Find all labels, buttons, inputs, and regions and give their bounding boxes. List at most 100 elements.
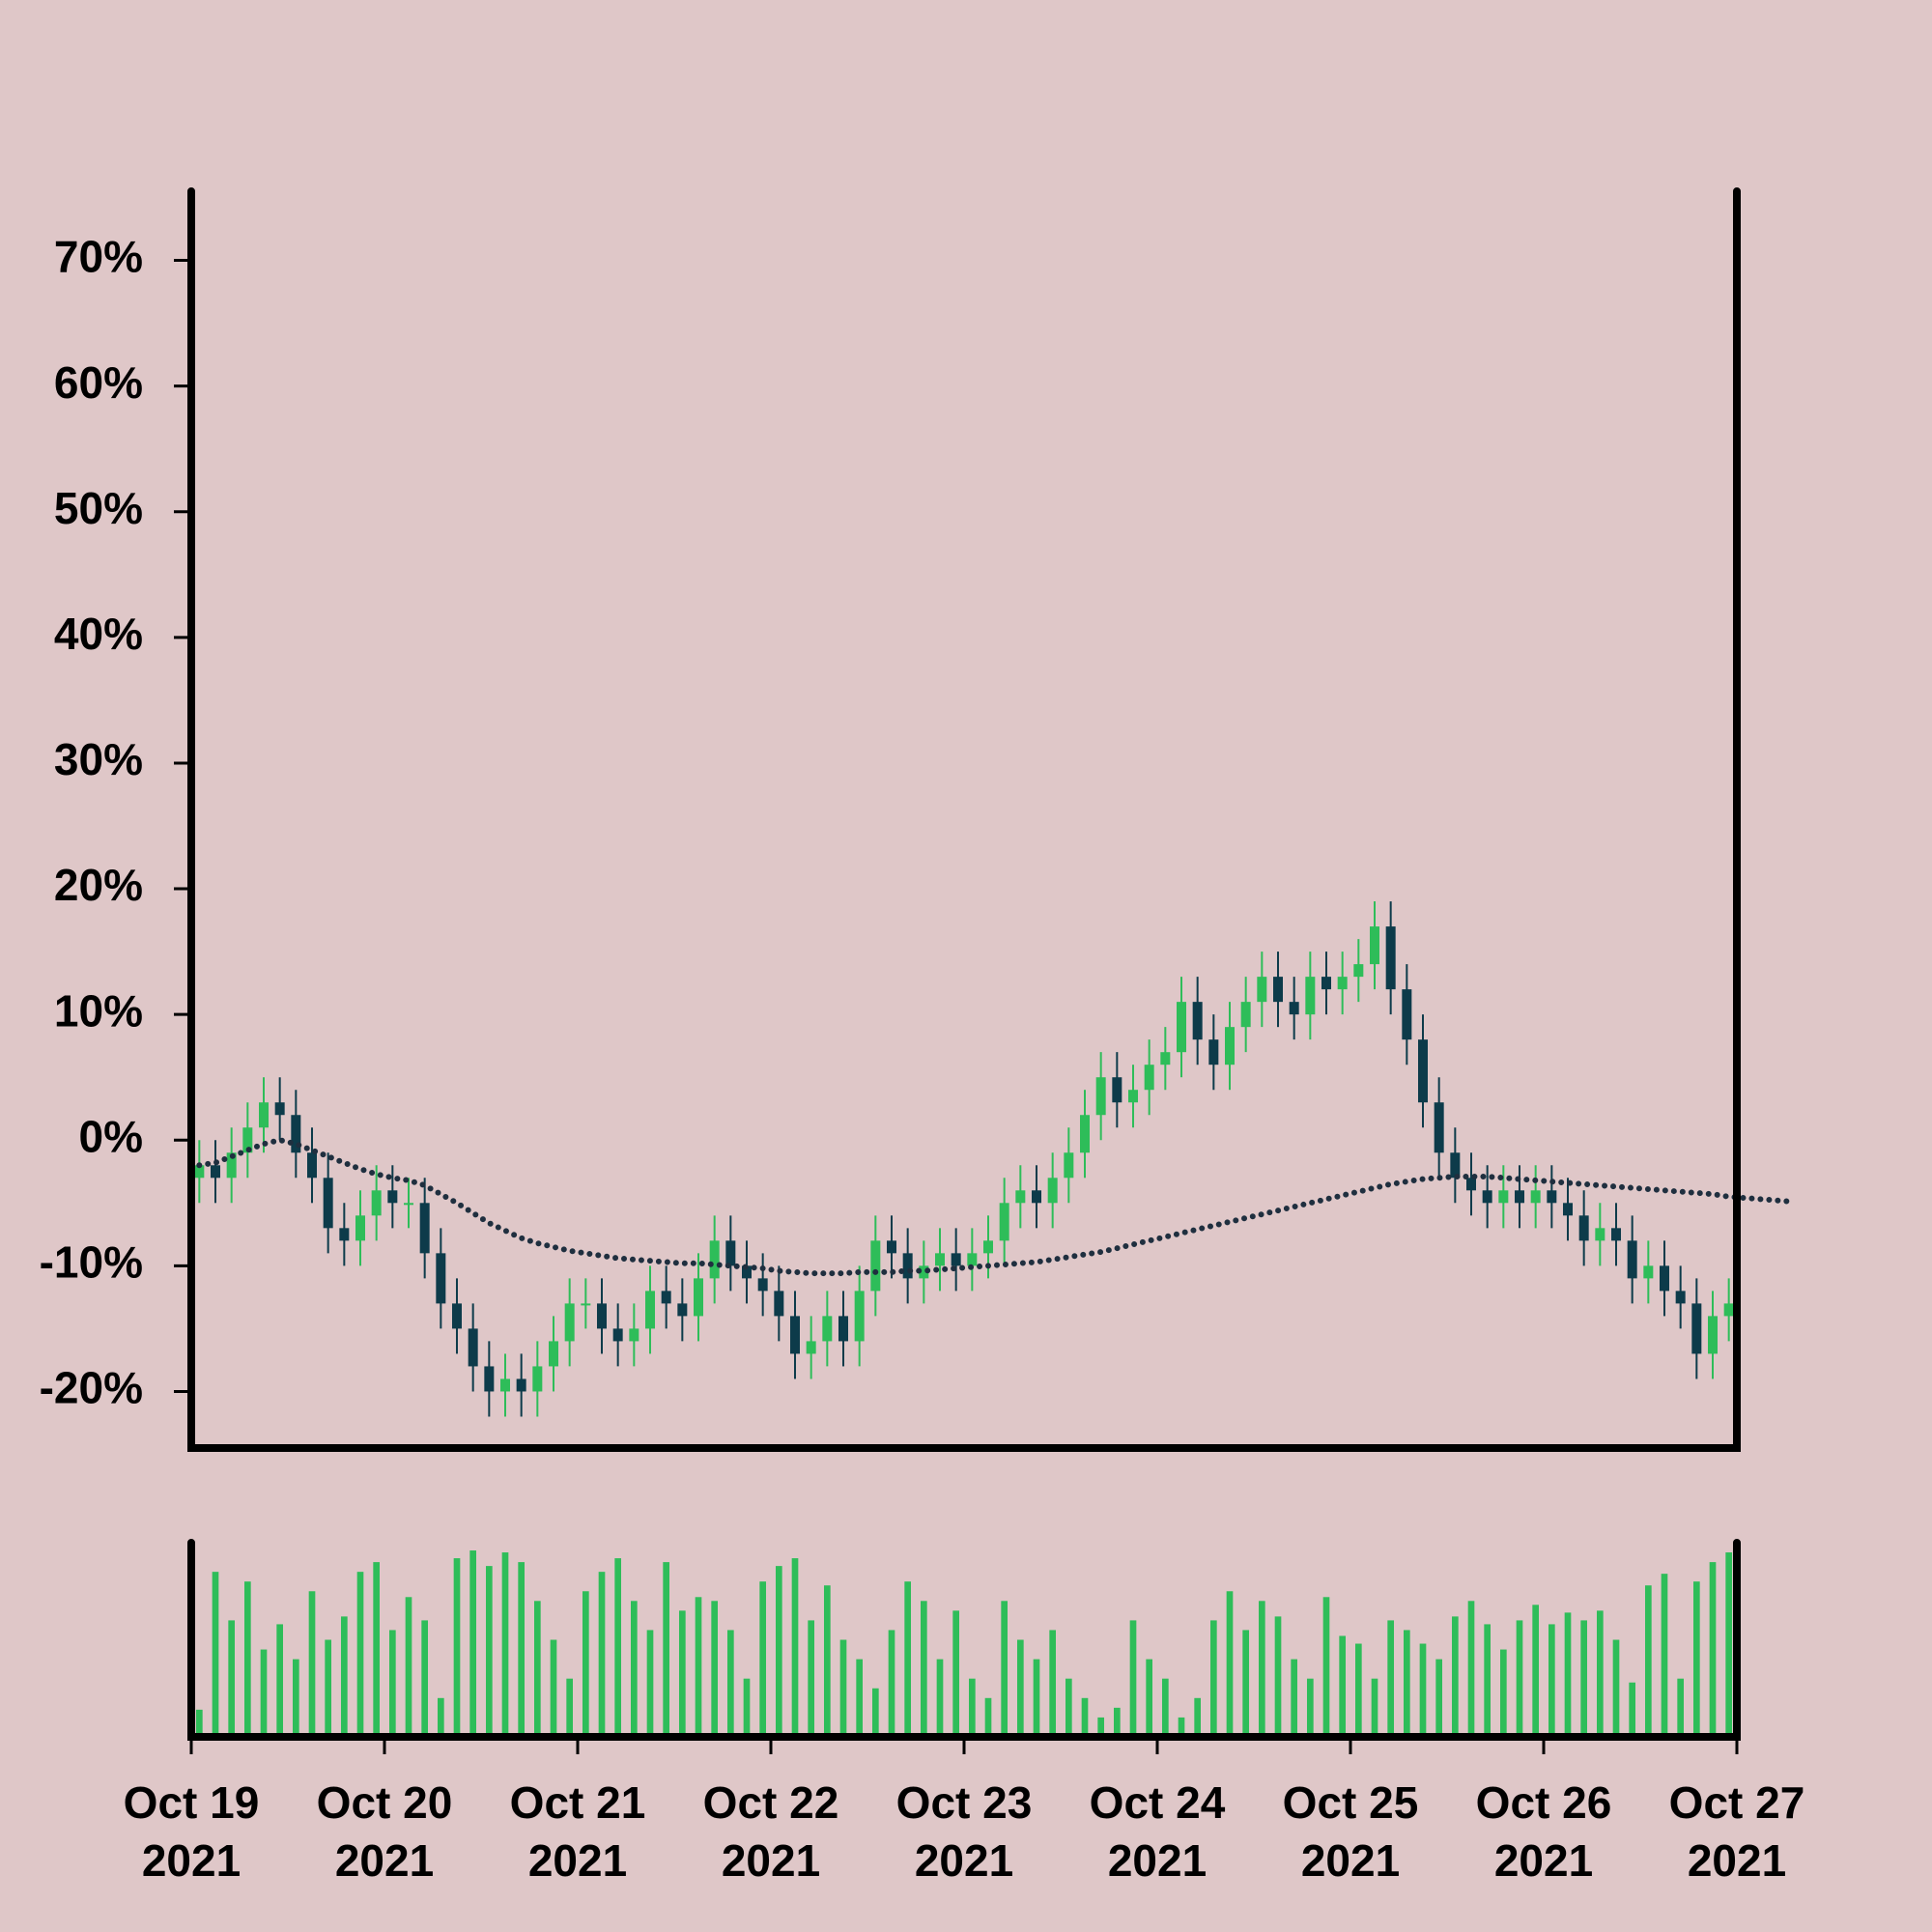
candle-body [1723, 1303, 1734, 1317]
volume-bar [1452, 1616, 1459, 1737]
volume-bar [921, 1601, 927, 1737]
volume-bar [1097, 1717, 1104, 1737]
main-axes [187, 187, 1741, 1452]
candle-body [1547, 1190, 1557, 1204]
candle-body [500, 1378, 510, 1392]
candle-body [1112, 1077, 1122, 1103]
candle-body [806, 1341, 816, 1354]
x-tick-label: Oct 19 2021 [123, 1777, 260, 1886]
volume-bar [1242, 1630, 1249, 1737]
volume-bar [872, 1688, 879, 1737]
x-tick-label: Oct 23 2021 [895, 1777, 1033, 1886]
candle-body [1434, 1102, 1444, 1153]
volume-bar [566, 1678, 573, 1737]
candle-body [1691, 1303, 1702, 1354]
candle-body [1305, 977, 1316, 1015]
x-tick-label: Oct 20 2021 [316, 1777, 453, 1886]
volume-bar [1597, 1610, 1604, 1737]
volume-bar [1612, 1639, 1620, 1737]
volume-bar [1226, 1591, 1234, 1737]
candle-body [1257, 977, 1267, 1003]
candle-body [1032, 1190, 1041, 1204]
y-tick-label: 70% [54, 232, 143, 282]
x-tick-label: Oct 25 2021 [1282, 1777, 1419, 1886]
volume-bar [1500, 1649, 1507, 1737]
candle-body [1080, 1115, 1090, 1153]
volume-bar [421, 1620, 428, 1737]
candle-body [1337, 977, 1348, 990]
candle-body [694, 1278, 703, 1317]
volume-bar [373, 1562, 380, 1737]
candle-body [516, 1378, 526, 1392]
candle-body [484, 1366, 495, 1392]
volume-bar [341, 1616, 348, 1737]
candle-body [983, 1240, 993, 1254]
volume-bar [888, 1630, 895, 1737]
candle-body [1450, 1152, 1461, 1179]
candle-body [1192, 1002, 1203, 1040]
candle-body [661, 1291, 671, 1304]
volume-bar [679, 1610, 686, 1737]
volume-bar [695, 1597, 702, 1737]
candle-body [532, 1366, 543, 1392]
candle-body [854, 1291, 865, 1342]
candle-body [259, 1102, 269, 1128]
volume-bar [1129, 1620, 1137, 1737]
candle-body [371, 1190, 382, 1216]
candle-body [1675, 1291, 1686, 1304]
candle-body [774, 1291, 784, 1317]
candle-body [1595, 1228, 1605, 1241]
volume-bar [196, 1709, 203, 1737]
candle-body [307, 1152, 317, 1179]
volume-bar [453, 1558, 461, 1737]
candle-body [355, 1215, 365, 1241]
candle-body [967, 1253, 978, 1266]
volume-bar [356, 1572, 364, 1737]
volume-bar [1001, 1601, 1008, 1737]
y-tick-label: 0% [79, 1111, 143, 1161]
candle-body [323, 1178, 333, 1229]
volume-bar [1725, 1552, 1732, 1737]
volume-bar [518, 1562, 525, 1737]
volume-bar [1371, 1678, 1378, 1737]
candle-body [935, 1253, 945, 1266]
candle-body [339, 1228, 350, 1241]
candle-body [1660, 1265, 1669, 1292]
candle-body [838, 1316, 848, 1342]
volume-bar [212, 1572, 219, 1737]
volume-bar [501, 1552, 509, 1737]
volume-bar [614, 1558, 621, 1737]
candle-body [1515, 1190, 1524, 1204]
candle-body [387, 1190, 398, 1204]
candle-body [1289, 1002, 1299, 1015]
volume-bar [1387, 1620, 1394, 1737]
candle-body [742, 1265, 752, 1279]
candle-body [677, 1303, 688, 1317]
y-tick-label: -20% [40, 1363, 143, 1413]
y-tick-label: 30% [54, 734, 143, 784]
candle-body [1530, 1190, 1541, 1204]
volume-bar [1467, 1601, 1475, 1737]
volume-bar [1114, 1707, 1121, 1737]
volume-bar [1017, 1639, 1024, 1737]
volume-bar [1419, 1643, 1427, 1737]
volume-bar [1259, 1601, 1265, 1737]
candle-body [790, 1316, 800, 1354]
volume-bar [776, 1566, 782, 1737]
volume-bar [260, 1649, 268, 1737]
volume-bar [469, 1550, 476, 1737]
volume-bar [1693, 1581, 1700, 1737]
candle-body [1385, 926, 1396, 990]
volume-bar [1146, 1659, 1152, 1737]
volume-bar [952, 1610, 959, 1737]
volume-bar [1355, 1643, 1362, 1737]
volume-bar [1194, 1697, 1201, 1737]
volume-bar [325, 1639, 331, 1737]
candle-body [1418, 1039, 1428, 1103]
volume-bar [1033, 1659, 1040, 1737]
volume-bar [1532, 1605, 1539, 1737]
volume-bar [1677, 1678, 1684, 1737]
y-tick-label: 50% [54, 483, 143, 533]
x-tick-label: Oct 26 2021 [1475, 1777, 1612, 1886]
candle-body [612, 1328, 623, 1342]
